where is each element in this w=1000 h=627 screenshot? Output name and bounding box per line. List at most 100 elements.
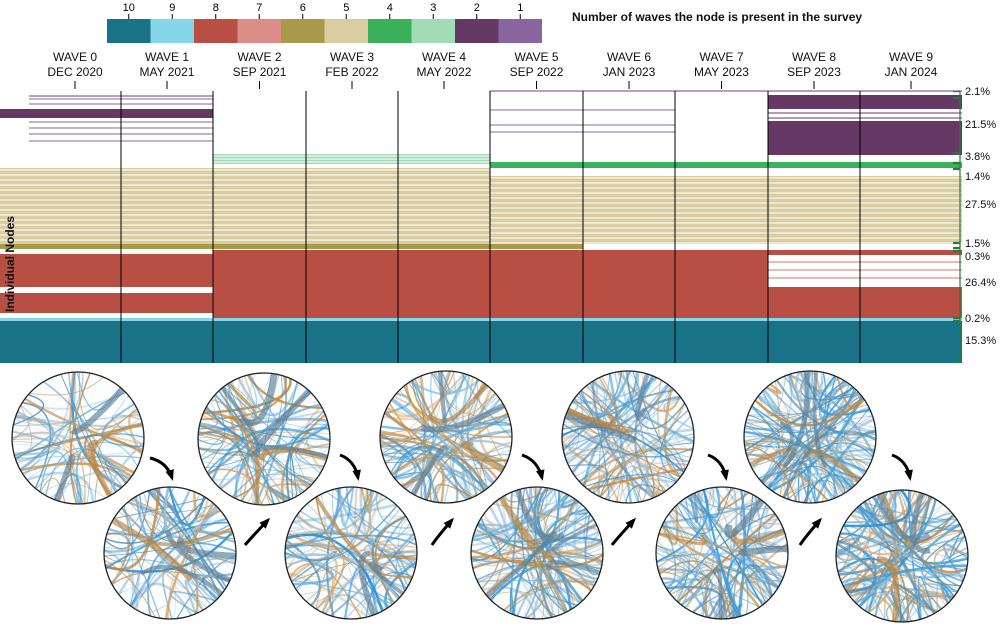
snapshot-edge <box>38 451 80 504</box>
snapshot-edge <box>216 387 316 487</box>
wave-presence-matrix <box>0 81 962 363</box>
legend-label-1: 1 <box>517 2 523 14</box>
matrix-cell-c4-w5 <box>490 162 583 168</box>
snapshot-edge <box>487 497 510 538</box>
matrix-cell-c9-w9 <box>860 318 962 321</box>
snapshot-edge <box>573 374 658 397</box>
snapshot-edge <box>861 498 910 622</box>
snapshot-bundle <box>165 529 232 583</box>
snapshot-edges <box>744 371 876 503</box>
snapshot-edge <box>101 401 144 448</box>
snapshot-edge <box>380 456 435 503</box>
matrix-cell-c9-w8 <box>768 318 860 321</box>
snapshot-edge <box>475 509 592 543</box>
snapshot-edge <box>575 383 673 422</box>
matrix-cell-c8-w3 <box>306 250 398 318</box>
snapshot-border <box>197 372 331 506</box>
snapshot-edge <box>285 537 321 609</box>
matrix-cell-c5-w5 <box>490 176 583 244</box>
snapshot-edge <box>297 509 367 619</box>
snapshot-edge <box>104 494 210 544</box>
arrow-head <box>625 517 637 529</box>
snapshot-edge <box>576 390 656 502</box>
snapshot-edge <box>571 437 686 480</box>
snapshot-edge <box>562 421 694 458</box>
snapshot-edges <box>471 487 603 619</box>
snapshot-edge <box>856 495 937 548</box>
wave-name: WAVE 4 <box>421 50 466 64</box>
snapshot-edge <box>152 487 223 601</box>
snapshot-edge <box>800 395 867 503</box>
bracket-segment <box>953 97 961 154</box>
snapshot-edge <box>236 374 301 417</box>
snapshot-edge <box>917 582 963 618</box>
matrix-cell-c5-w4 <box>398 168 490 244</box>
snapshot-edge <box>637 371 653 503</box>
matrix-cell-c5-w6 <box>583 176 675 244</box>
snapshot-edges <box>656 487 788 619</box>
matrix-cell-c9-w5 <box>490 318 583 321</box>
arrow-head <box>536 469 545 481</box>
snapshot-edge <box>299 406 326 489</box>
matrix-cell-c9-w1 <box>121 318 213 321</box>
matrix-cell-c8-w6 <box>583 250 675 318</box>
snapshot-edge <box>296 474 319 491</box>
snapshot-edge <box>104 557 158 619</box>
matrix-cell-c9-w6 <box>583 318 675 321</box>
snapshot-edges <box>12 372 144 504</box>
matrix-cell-c9-w0 <box>0 318 121 321</box>
snapshot-bundle <box>368 562 405 596</box>
snapshot-bundle <box>460 440 505 473</box>
snapshot-edge <box>569 395 685 476</box>
snapshot-edge <box>420 393 501 502</box>
snapshot-edge <box>285 553 402 603</box>
wave-label-9: WAVE 9 JAN 2024 <box>865 50 957 80</box>
snapshot-edge <box>471 487 544 561</box>
matrix-cell-c2-w0 <box>0 109 121 118</box>
legend-swatch-3 <box>411 19 455 43</box>
snapshot-edge <box>114 503 220 596</box>
snapshot-edge <box>836 569 877 614</box>
snapshot-border <box>11 371 145 505</box>
matrix-cell-c9-w7 <box>675 318 768 321</box>
matrix-cell-c2-w9 <box>860 121 962 155</box>
snapshot-edge <box>833 416 876 493</box>
snapshot-bundle <box>358 550 377 616</box>
legend-label-8: 8 <box>213 2 219 14</box>
bracket-segment <box>953 317 961 322</box>
snapshot-edge <box>881 490 968 574</box>
snapshot-edge <box>128 582 195 619</box>
snapshot-edge <box>633 465 687 497</box>
snapshot-edge <box>12 408 33 422</box>
snapshot-edge <box>390 377 435 480</box>
snapshot-edge <box>562 388 584 451</box>
snapshot-edge <box>475 374 509 469</box>
snapshot-edge <box>742 566 788 593</box>
bracket-segment <box>953 242 961 249</box>
snapshot-edge <box>369 491 417 554</box>
snapshot-edge <box>506 489 566 506</box>
snapshot-edge <box>229 378 305 497</box>
snapshot-edge <box>738 513 780 598</box>
wave-name: WAVE 7 <box>699 50 744 64</box>
legend-label-10: 10 <box>123 2 135 14</box>
snapshot-edge <box>285 527 304 533</box>
snapshot-border <box>655 486 789 620</box>
snapshot-bundle <box>876 493 932 543</box>
matrix-cell-c9-w3 <box>306 318 398 321</box>
matrix-cell-c9-w2 <box>213 318 306 321</box>
percentage-label-4: 1.4% <box>965 171 991 183</box>
snapshot-edge <box>657 463 692 496</box>
snapshot-edge <box>192 488 224 518</box>
snapshot-bundle <box>812 371 828 468</box>
matrix-cell-c5-w3 <box>306 168 398 244</box>
snapshot-bundle <box>760 420 794 484</box>
snapshot-bundle <box>634 373 650 420</box>
network-snapshot-2 <box>197 372 331 506</box>
snapshot-edge <box>839 490 911 528</box>
matrix-cell-c10-w5 <box>490 321 583 363</box>
network-snapshot-1 <box>103 486 237 620</box>
arrow-head <box>165 469 174 481</box>
snapshot-bundle <box>220 386 261 459</box>
snapshot-edge <box>631 371 683 481</box>
